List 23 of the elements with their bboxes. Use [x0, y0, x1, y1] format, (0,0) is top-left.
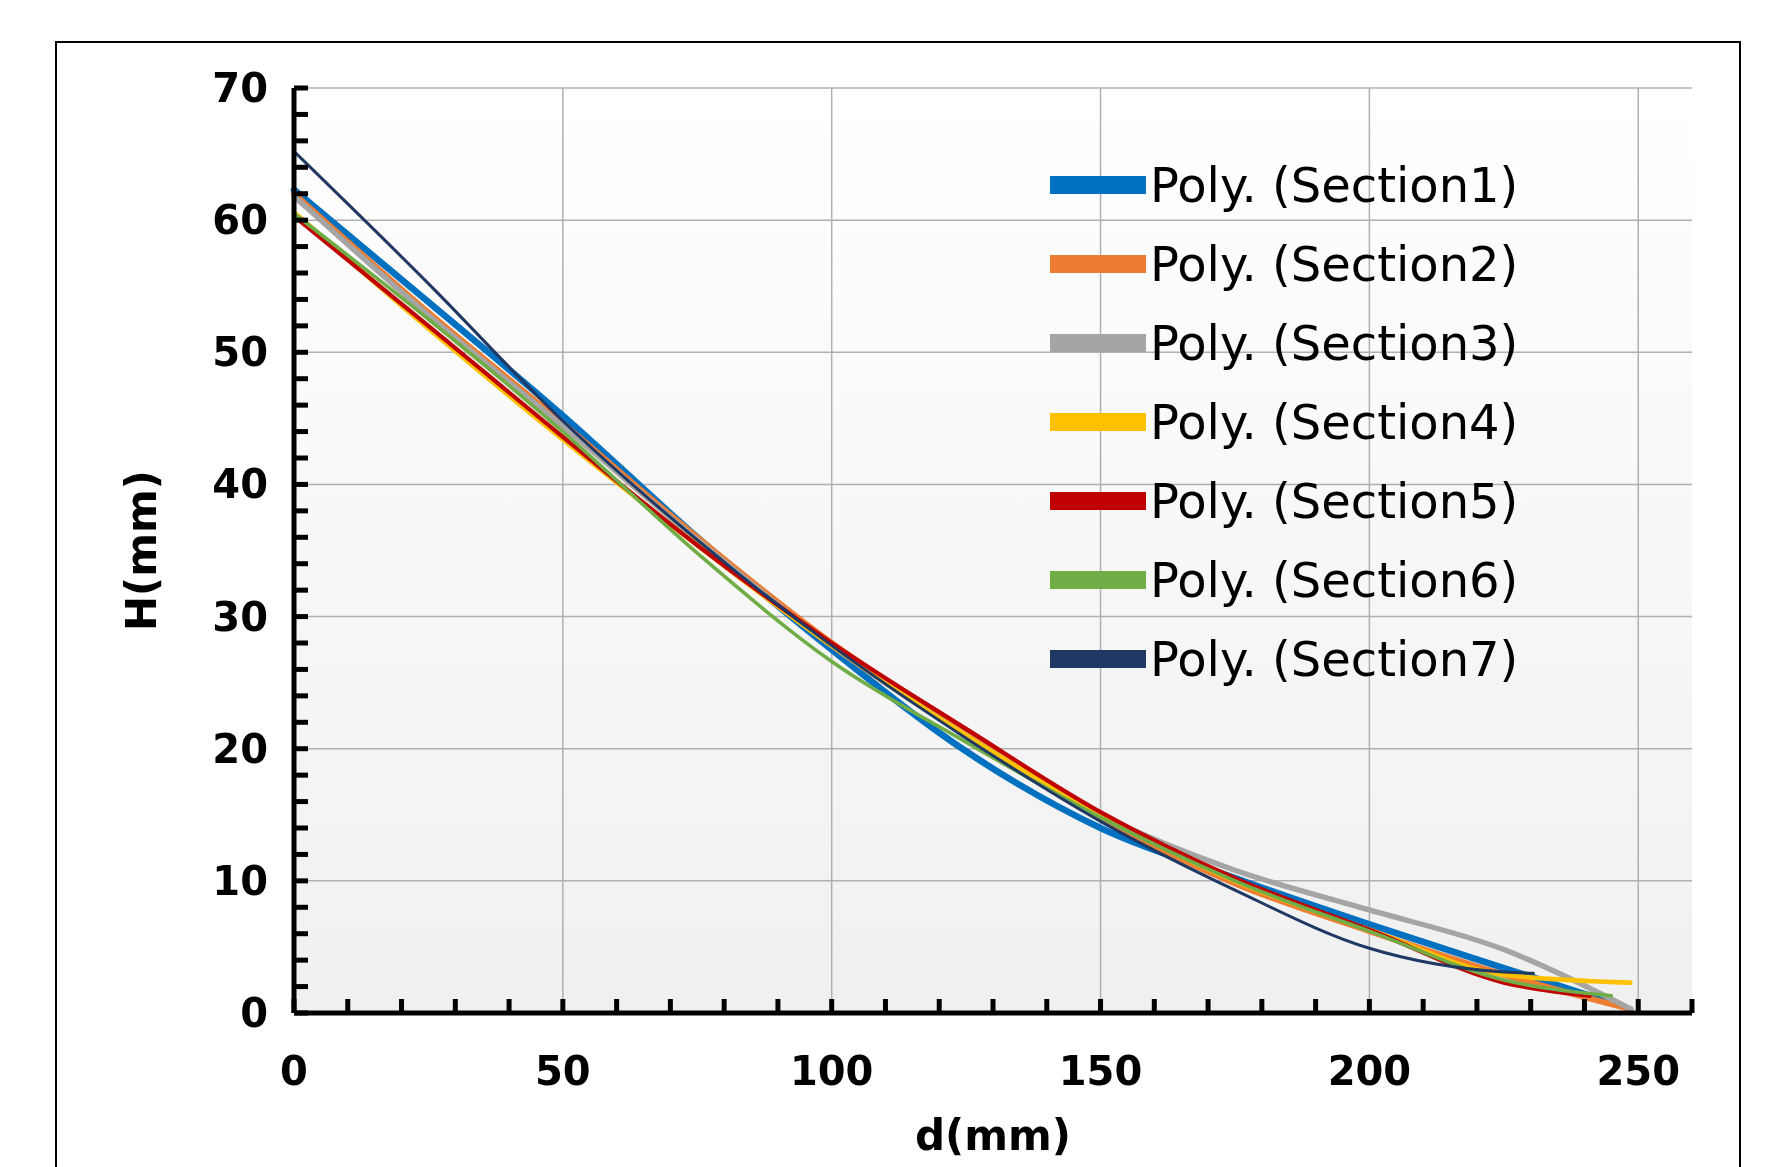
legend-label: Poly. (Section6): [1150, 551, 1519, 608]
legend-label: Poly. (Section3): [1150, 314, 1519, 371]
legend-label: Poly. (Section5): [1150, 472, 1519, 529]
y-tick-label: 50: [212, 329, 268, 376]
y-tick-label: 70: [212, 65, 268, 111]
x-tick-label: 100: [789, 1048, 874, 1094]
legend-label: Poly. (Section4): [1150, 393, 1519, 450]
x-axis-title: d(mm): [915, 1111, 1071, 1160]
y-tick-label: 20: [212, 725, 268, 772]
x-tick-label: 200: [1327, 1048, 1412, 1094]
x-tick-label: 250: [1596, 1048, 1680, 1094]
y-tick-label: 0: [240, 990, 268, 1036]
legend-label: Poly. (Section1): [1150, 156, 1519, 213]
y-tick-label: 40: [212, 461, 268, 508]
y-axis-title: H(mm): [117, 469, 166, 632]
y-tick-label: 30: [212, 593, 268, 640]
x-tick-label: 0: [280, 1048, 308, 1094]
y-tick-label: 10: [212, 857, 268, 904]
y-tick-label: 60: [212, 197, 268, 244]
x-tick-label: 50: [535, 1048, 591, 1094]
legend-label: Poly. (Section2): [1150, 235, 1519, 292]
x-tick-label: 150: [1058, 1048, 1143, 1094]
legend-label: Poly. (Section7): [1150, 630, 1519, 687]
